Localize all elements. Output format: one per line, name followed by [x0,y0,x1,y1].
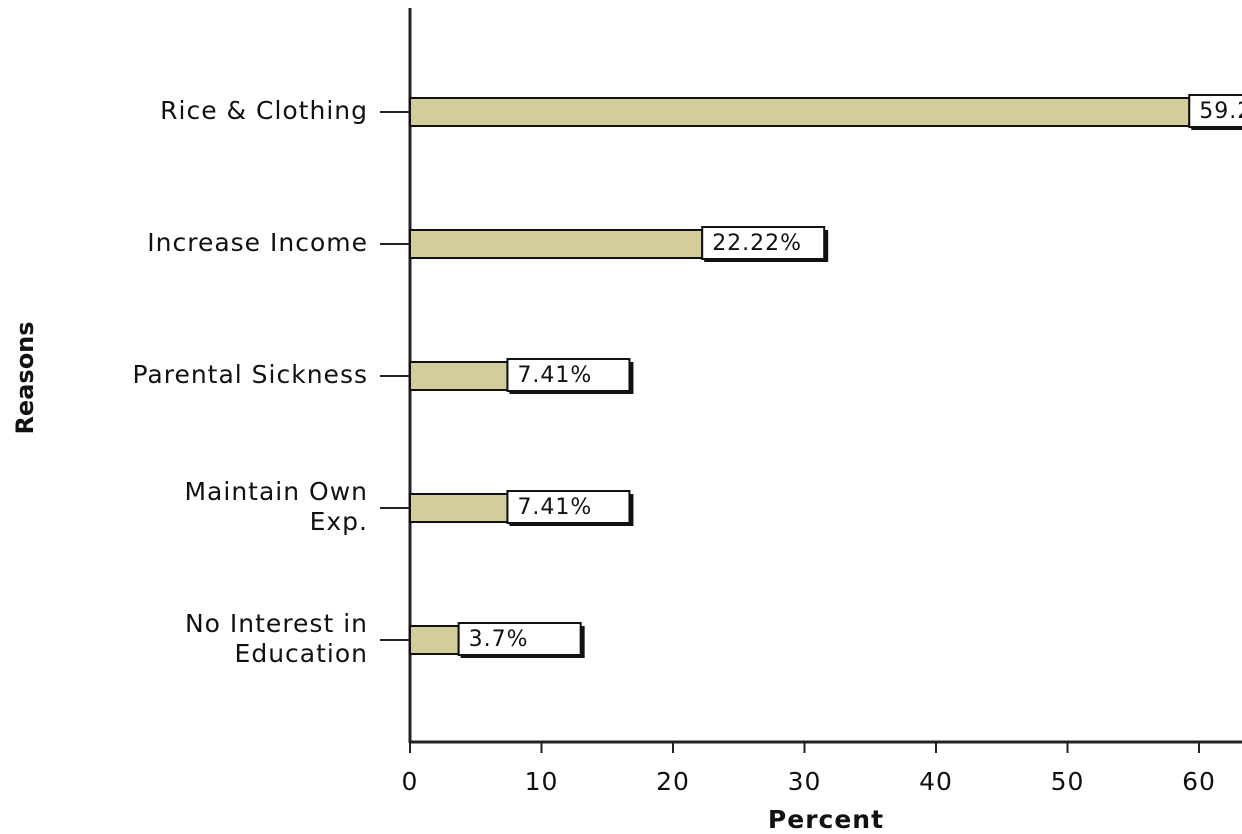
x-tick-label: 60 [1182,767,1216,796]
value-label: 59.26% [1199,99,1242,124]
y-tick-label: No Interest in Education [185,609,368,668]
value-label-bg [506,358,631,392]
bar [409,229,704,259]
value-label: 3.7% [469,627,529,652]
x-tick-label: 30 [788,767,822,796]
value-label: 22.22% [712,231,802,256]
value-label-box: 59.26% [1188,94,1242,130]
x-axis-title: Percent [768,805,884,834]
x-tick-label: 50 [1051,767,1085,796]
y-tick-label: Parental Sickness [132,360,368,389]
bar [409,361,509,391]
value-label-box: 7.41% [506,358,634,394]
y-tick-label: Increase Income [147,228,368,257]
y-tick-label: Rice & Clothing [160,96,368,125]
value-label-box: 22.22% [701,226,829,262]
value-label: 7.41% [517,363,592,388]
y-axis-title: Reasons [11,321,39,434]
bar [409,493,509,523]
y-tick-label: Maintain Own Exp. [184,477,368,536]
value-label-bg [1188,94,1242,128]
value-label: 7.41% [517,495,592,520]
bar [409,625,460,655]
x-tick-label: 20 [656,767,690,796]
value-label-box: 7.41% [506,490,634,526]
value-label-box: 3.7% [457,622,585,658]
x-tick-label: 0 [402,767,419,796]
bar [409,97,1191,127]
value-label-bg [506,490,631,524]
value-label-bg [701,226,826,260]
x-tick-label: 40 [919,767,953,796]
x-tick-label: 10 [525,767,559,796]
value-label-bg [457,622,582,656]
